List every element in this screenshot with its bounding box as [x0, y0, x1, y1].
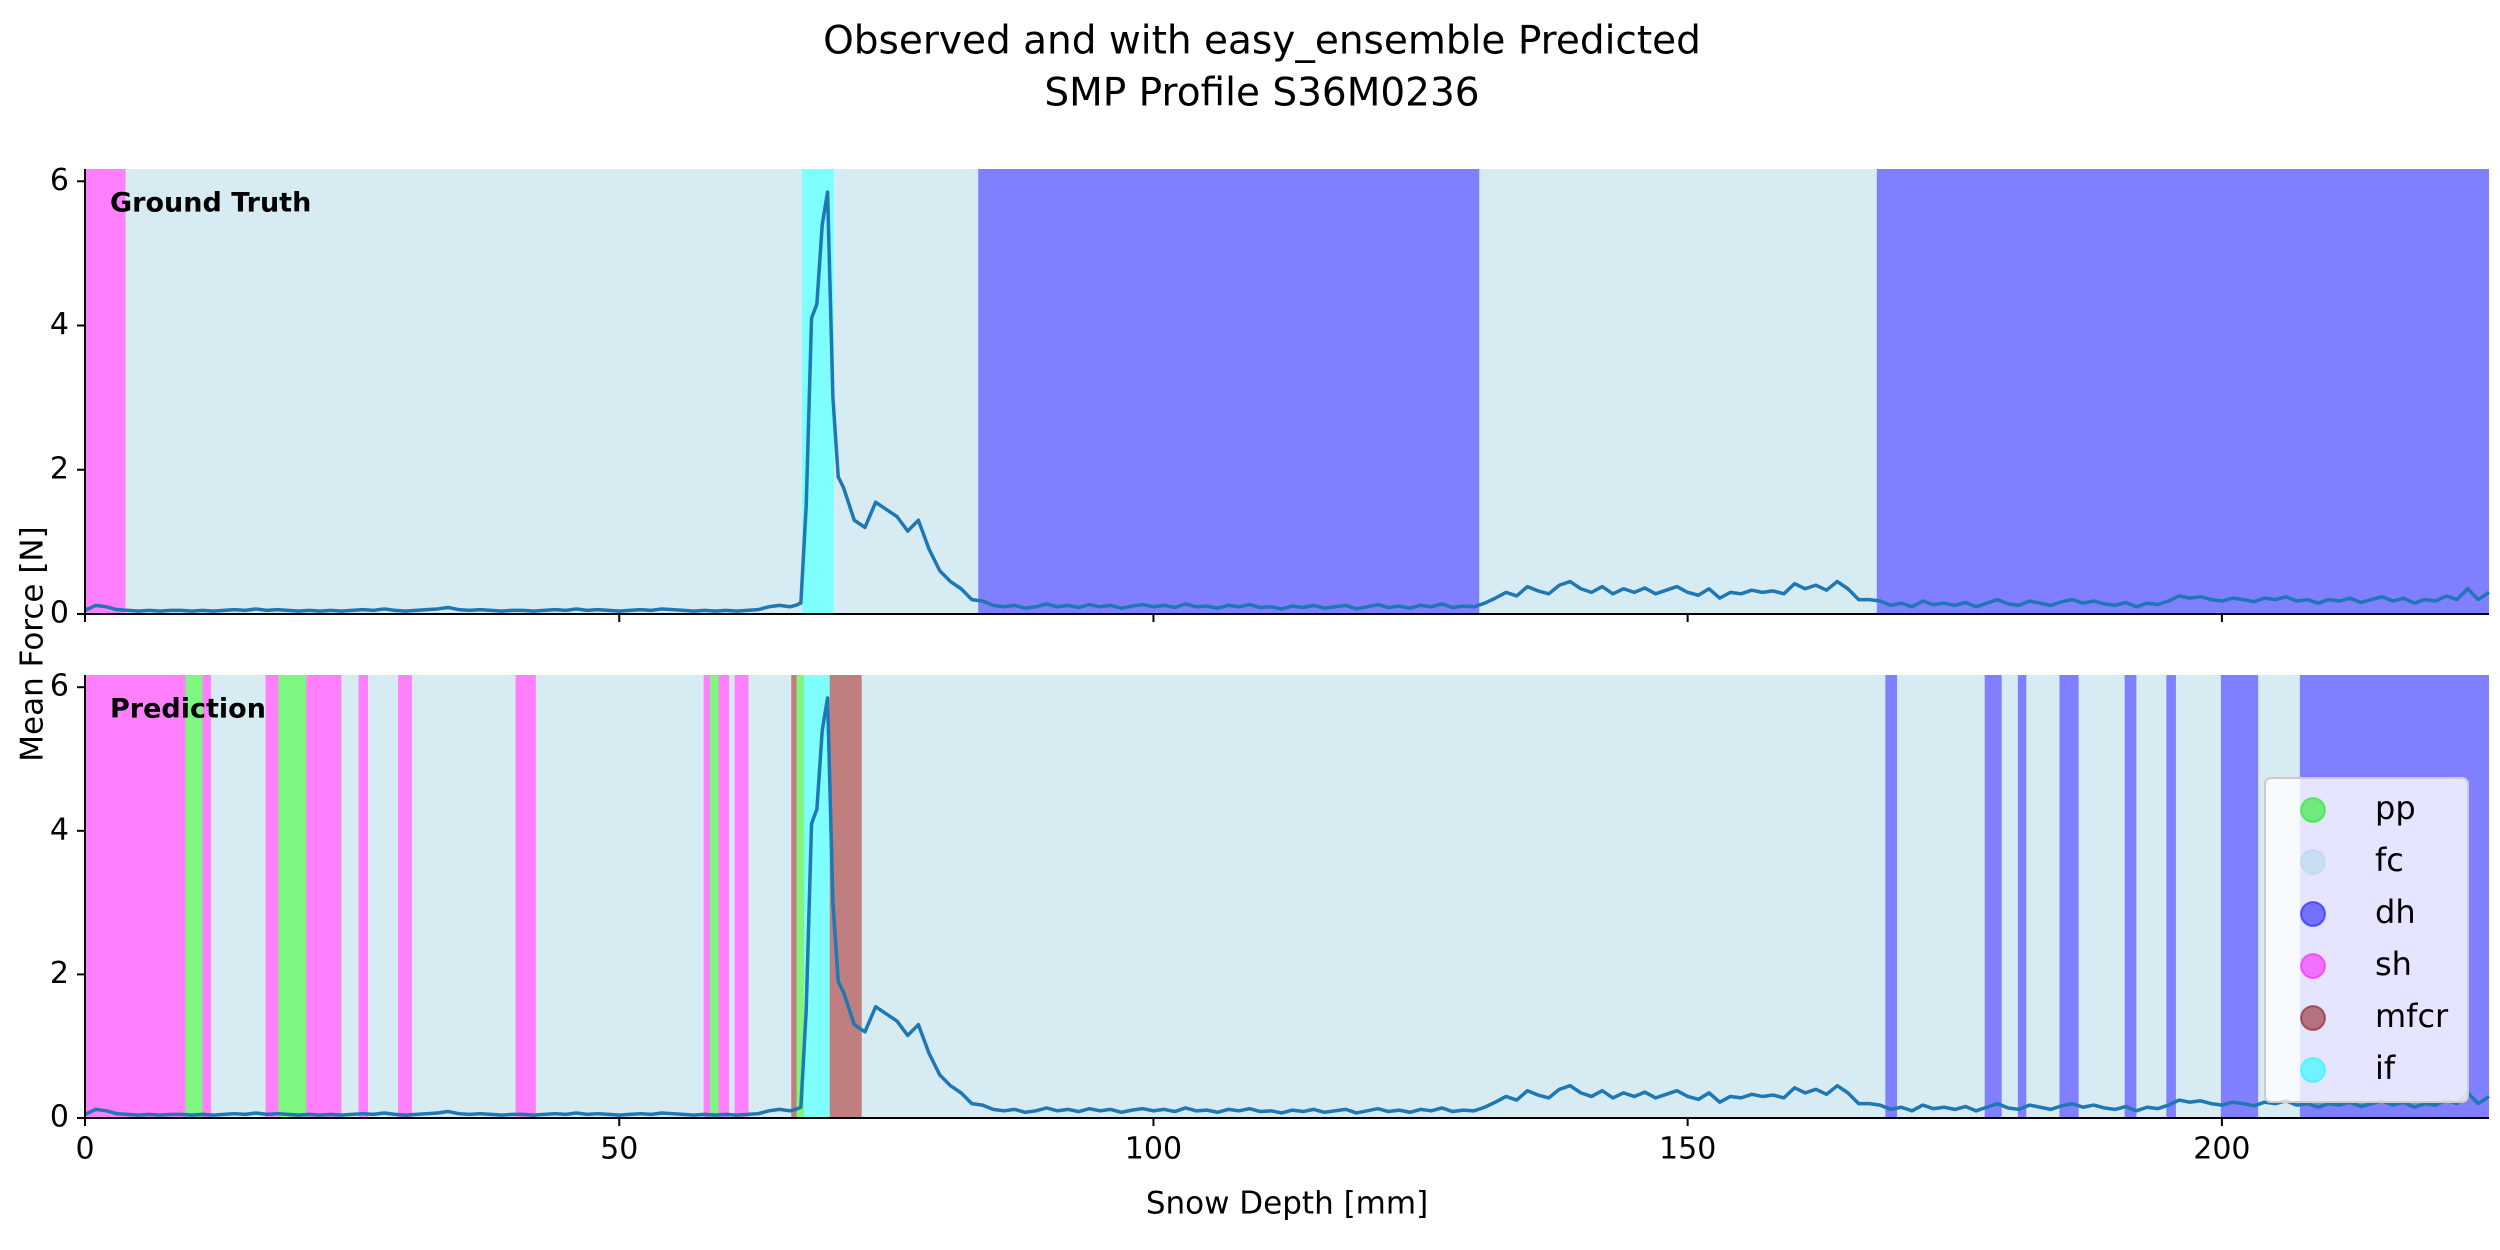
force-line — [84, 696, 2490, 1117]
class-span — [211, 675, 266, 1118]
class-span — [535, 675, 704, 1118]
force-line — [84, 190, 2490, 613]
class-span — [861, 675, 1886, 1118]
legend-label: sh — [2375, 945, 2412, 983]
class-span — [1885, 675, 1898, 1118]
x-tick-label: 200 — [2193, 1132, 2250, 1167]
class-span — [398, 675, 412, 1118]
class-span — [306, 675, 342, 1118]
x-tick-label: 50 — [600, 1132, 638, 1167]
class-span — [718, 675, 730, 1118]
y-tick-label: 6 — [50, 163, 69, 198]
y-tick-label: 0 — [50, 596, 69, 631]
class-span — [796, 675, 805, 1118]
panel-label: Ground Truth — [110, 188, 311, 219]
y-tick-label: 6 — [50, 669, 69, 704]
class-span — [125, 169, 802, 614]
legend-label: fc — [2375, 841, 2404, 879]
legend-marker — [2300, 953, 2326, 979]
legend-marker — [2300, 901, 2326, 927]
legend-label: dh — [2375, 893, 2416, 931]
class-span — [1479, 169, 1877, 614]
class-span — [2220, 675, 2259, 1118]
class-span — [2017, 675, 2027, 1118]
class-span — [85, 675, 186, 1118]
class-span — [85, 169, 126, 614]
legend-marker — [2300, 797, 2326, 823]
class-span — [791, 675, 797, 1118]
class-span — [515, 675, 536, 1118]
x-tick-label: 150 — [1659, 1132, 1716, 1167]
class-span — [710, 675, 719, 1118]
y-tick-label: 0 — [50, 1100, 69, 1135]
class-span — [833, 169, 979, 614]
legend-marker — [2300, 1005, 2326, 1031]
class-span — [2175, 675, 2221, 1118]
class-span — [411, 675, 516, 1118]
chart-title: Observed and with easy_ensemble Predicte… — [823, 19, 1701, 64]
class-span — [202, 675, 212, 1118]
legend: pp fc dh sh mfcr if — [2264, 777, 2469, 1103]
class-span — [185, 675, 203, 1118]
x-tick-label: 0 — [75, 1132, 94, 1167]
class-span — [2001, 675, 2018, 1118]
legend-box — [2264, 777, 2469, 1103]
y-tick-label: 2 — [50, 956, 69, 991]
y-tick-label: 4 — [50, 307, 69, 342]
legend-label: pp — [2375, 789, 2416, 827]
class-span — [978, 169, 1480, 614]
class-span — [358, 675, 369, 1118]
y-axis-label: Mean Force [N] — [15, 526, 51, 761]
class-span — [734, 675, 749, 1118]
class-span — [703, 675, 711, 1118]
class-span — [2078, 675, 2125, 1118]
class-span — [2166, 675, 2176, 1118]
class-span — [2026, 675, 2060, 1118]
class-span — [748, 675, 792, 1118]
legend-label: mfcr — [2375, 997, 2449, 1035]
y-tick-label: 4 — [50, 812, 69, 847]
class-span — [2059, 675, 2079, 1118]
legend-marker — [2300, 1057, 2326, 1083]
legend-marker — [2300, 849, 2326, 875]
x-axis-label: Snow Depth [mm] — [1146, 1186, 1428, 1222]
class-span — [1897, 675, 1985, 1118]
y-tick-label: 2 — [50, 451, 69, 486]
x-tick-label: 100 — [1125, 1132, 1182, 1167]
class-span — [265, 675, 279, 1118]
class-span — [341, 675, 359, 1118]
class-span — [1984, 675, 2002, 1118]
chart-subtitle: SMP Profile S36M0236 — [1044, 71, 1479, 116]
panel-label: Prediction — [110, 694, 266, 725]
class-span — [1876, 169, 2489, 614]
class-span — [2136, 675, 2167, 1118]
class-span — [729, 675, 735, 1118]
class-span — [278, 675, 307, 1118]
class-span — [368, 675, 399, 1118]
legend-label: if — [2375, 1049, 2396, 1087]
class-span — [2124, 675, 2137, 1118]
class-span — [829, 675, 862, 1118]
